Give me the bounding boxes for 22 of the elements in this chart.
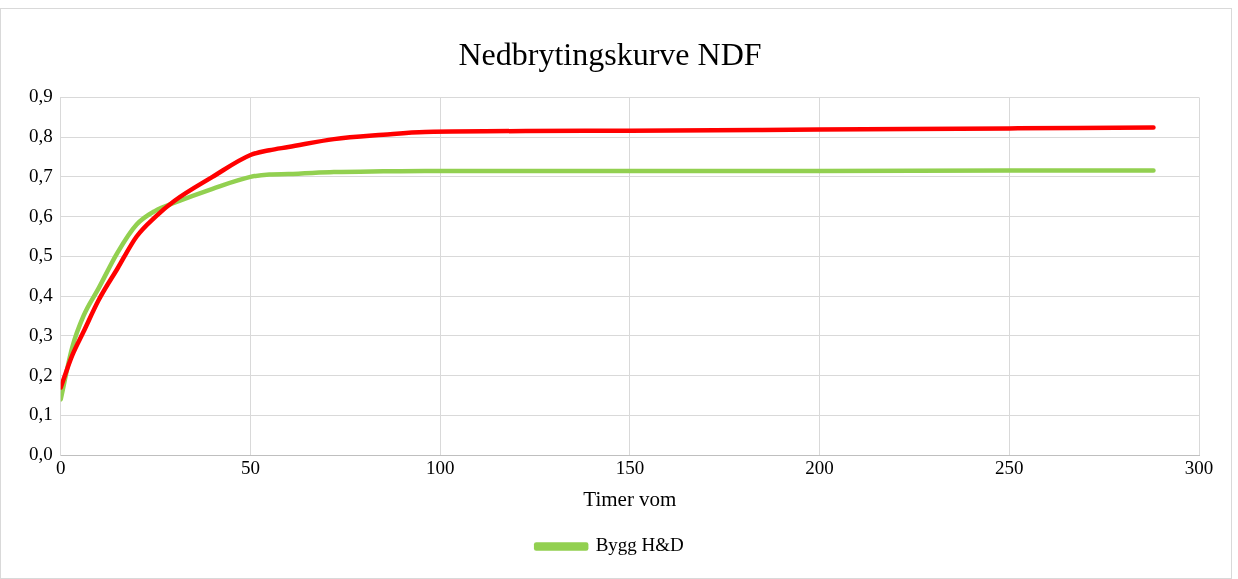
- x-axis-title: Timer vom: [583, 486, 677, 511]
- x-tick-label: 200: [805, 457, 834, 479]
- y-tick-label: 0,4: [29, 284, 54, 306]
- legend-label: Bygg H&D: [595, 534, 684, 556]
- y-tick-label: 0,7: [29, 164, 53, 186]
- x-tick-label: 250: [995, 457, 1024, 479]
- y-tick-label: 0,8: [29, 125, 53, 147]
- y-tick-label: 0,9: [29, 85, 53, 107]
- x-tick-label: 0: [56, 457, 66, 479]
- y-tick-label: 0,1: [29, 403, 53, 425]
- y-tick-label: 0,5: [29, 244, 53, 266]
- x-tick-label: 50: [240, 457, 260, 479]
- y-tick-label: 0,6: [29, 204, 53, 226]
- x-tick-label: 300: [1184, 457, 1214, 479]
- line-series: [60, 125, 1156, 390]
- line-series: [60, 168, 1156, 402]
- y-tick-label: 0,2: [29, 363, 53, 385]
- chart-title: Nedbrytingskurve NDF: [458, 35, 762, 72]
- y-tick-label: 0,3: [29, 323, 53, 345]
- y-tick-label: 0,0: [29, 442, 53, 464]
- x-tick-label: 100: [425, 457, 455, 479]
- x-tick-label: 150: [615, 457, 645, 479]
